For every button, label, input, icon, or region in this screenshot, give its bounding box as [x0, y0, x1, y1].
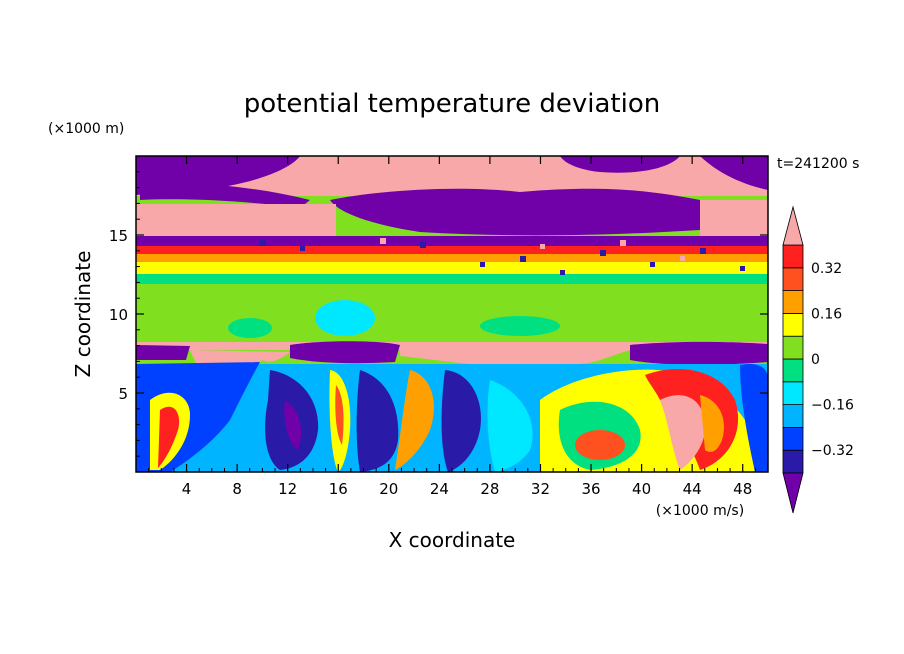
colorbar-extend-top: [782, 205, 804, 246]
pink-vortex: [660, 395, 706, 470]
purple-thin-band: [136, 236, 768, 246]
pink-layer: [700, 200, 768, 240]
purple-lens: [136, 345, 190, 360]
x-axis: 4 8 12 16 20 24 28 32 36 40 44 48: [148, 156, 756, 498]
red-swirl: [158, 406, 180, 468]
green-blob: [228, 318, 272, 338]
colorbar-segment: [782, 312, 804, 337]
x-axis-label: X coordinate: [389, 528, 516, 552]
colorbar-segment: [782, 426, 804, 451]
orange-vortex: [700, 395, 724, 452]
pink-strip: [136, 342, 768, 350]
x-tick-label: 12: [278, 480, 297, 498]
speckles: [380, 238, 685, 261]
colorbar-segment: [782, 244, 804, 269]
x-tick-label: 24: [430, 480, 449, 498]
colorbar-segment: [782, 381, 804, 405]
upper-purple-cloud: [330, 188, 700, 236]
colorbar-segment: [782, 358, 804, 383]
x-tick-label: 20: [379, 480, 398, 498]
x-tick-label: 36: [581, 480, 600, 498]
navy-swirl: [356, 370, 399, 472]
colorbar-extend-bottom: [782, 472, 804, 514]
green-band: [136, 274, 768, 284]
cyan-blob: [315, 300, 375, 336]
yellow-band: [136, 262, 768, 274]
y-axis: 5 10 15: [109, 171, 768, 457]
x-tick-label: 32: [531, 480, 550, 498]
colorbar-segment: [782, 290, 804, 314]
y-axis-label: Z coordinate: [71, 251, 95, 378]
purple-lens: [290, 341, 400, 364]
colorbar-tick-label: 0: [811, 352, 820, 368]
lightgreen-band: [136, 284, 768, 342]
cyan-swirl: [487, 380, 533, 472]
x-tick-label: 48: [733, 480, 752, 498]
x-tick-label: 8: [232, 480, 242, 498]
speckles: [260, 240, 745, 275]
orange-plume: [395, 370, 434, 470]
upper-purple-streak: [140, 183, 310, 208]
x-tick-label: 44: [683, 480, 702, 498]
x-unit-label: (×1000 m/s): [656, 503, 744, 519]
purple-lens: [630, 341, 768, 365]
colorbar-segment: [782, 335, 804, 360]
blue-edge: [740, 363, 768, 472]
colorbar-segment: [782, 449, 804, 474]
y-unit-label: (×1000 m): [48, 121, 124, 137]
x-tick-label: 16: [329, 480, 348, 498]
top-purple-patch: [560, 156, 680, 173]
colorbar: 0.32 0.16 0 −0.16 −0.32: [782, 205, 854, 514]
colorbar-segment: [782, 404, 804, 428]
time-label: t=241200 s: [777, 156, 859, 172]
purple-swirl: [284, 400, 302, 450]
orange-band: [136, 254, 768, 262]
orange-plume: [335, 385, 344, 445]
pink-layer: [136, 204, 336, 236]
colorbar-tick-label: 0.16: [811, 306, 842, 322]
pink-lens: [400, 350, 630, 364]
red-vortex-core: [575, 430, 625, 460]
x-tick-label: 4: [182, 480, 192, 498]
colorbar-tick-label: 0.32: [811, 261, 842, 277]
x-tick-label: 40: [632, 480, 651, 498]
y-tick-label: 5: [118, 385, 128, 403]
colorbar-segment: [782, 267, 804, 291]
colorbar-tick-label: −0.32: [811, 443, 854, 459]
colorbar-tick-label: −0.16: [811, 398, 854, 414]
top-purple-patch: [700, 156, 768, 190]
x-tick-label: 28: [480, 480, 499, 498]
green-blob: [480, 316, 560, 336]
chart-title: potential temperature deviation: [244, 89, 660, 119]
contour-field: [136, 156, 768, 472]
y-tick-label: 15: [109, 227, 128, 245]
y-tick-label: 10: [109, 306, 128, 324]
red-band: [136, 246, 768, 254]
navy-swirl: [441, 370, 481, 472]
